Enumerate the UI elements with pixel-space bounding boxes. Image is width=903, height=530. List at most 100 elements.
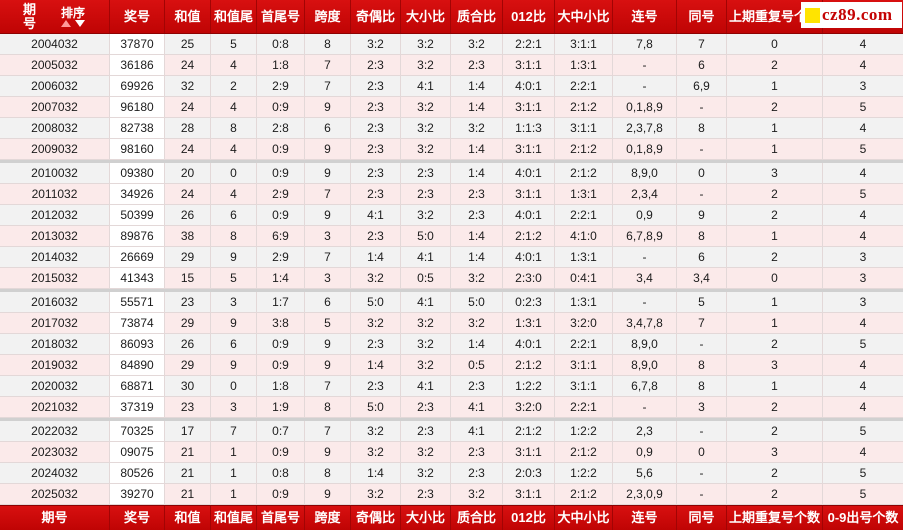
cell-prize-number: 37319 [110,397,165,418]
footer-sum-tail: 和值尾 [211,506,257,530]
cell-same-numbers: - [677,463,727,484]
footer-big-mid-small-ratio: 大中小比 [555,506,613,530]
cell-big-mid-small-ratio: 2:1:2 [555,97,613,118]
cell-sum-tail: 9 [211,313,257,334]
cell-odd-even-ratio: 1:4 [351,355,401,376]
cell-span: 7 [305,247,351,268]
cell-consecutive-numbers: - [613,247,677,268]
cell-span: 6 [305,292,351,313]
cell-sum-tail: 1 [211,484,257,505]
cell-big-mid-small-ratio: 1:3:1 [555,292,613,313]
cell-odd-even-ratio: 3:2 [351,268,401,289]
cell-first-last-number: 0:9 [257,97,305,118]
cell-sum-tail: 0 [211,376,257,397]
cell-sum-tail: 4 [211,97,257,118]
cell-prize-number: 37870 [110,34,165,55]
site-watermark-logo[interactable]: cz89.com [801,2,902,28]
cell-consecutive-numbers: 0,9 [613,442,677,463]
cell-big-mid-small-ratio: 2:1:2 [555,163,613,184]
cell-digit-appearance-count: 5 [823,184,903,205]
cell-prize-number: 86093 [110,334,165,355]
cell-first-last-number: 0:9 [257,484,305,505]
footer-digit-appearance-count: 0-9出号个数 [827,510,899,525]
cell-period: 2015032 [0,268,110,289]
cell-prize-number: 09075 [110,442,165,463]
cell-prev-repeat-count: 1 [727,313,823,334]
cell-big-small-ratio: 3:2 [401,463,451,484]
cell-odd-even-ratio: 4:1 [351,205,401,226]
cell-sum-tail: 2 [211,76,257,97]
cell-big-mid-small-ratio: 1:3:1 [555,184,613,205]
cell-prime-composite-ratio: 1:4 [451,226,503,247]
cell-big-mid-small-ratio: 3:1:1 [555,118,613,139]
cell-prime-composite-ratio: 2:3 [451,376,503,397]
cell-sum: 26 [165,205,211,226]
cell-012-ratio: 4:0:1 [503,205,555,226]
cell-consecutive-numbers: 8,9,0 [613,334,677,355]
cell-prime-composite-ratio: 3:2 [451,118,503,139]
footer-same-numbers: 同号 [677,506,727,530]
cell-digit-appearance-count: 4 [823,34,903,55]
table-row: 2013032 89876 38 8 6:9 3 2:3 5:0 1:4 2:1:2 4:1:0 6,… [0,226,903,247]
table-row: 2009032 98160 24 4 0:9 9 2:3 3:2 1:4 3:1:1 2:1:2 0,… [0,139,903,160]
cell-digit-appearance-count: 4 [823,442,903,463]
cell-digit-appearance-count: 4 [823,205,903,226]
cell-odd-even-ratio: 2:3 [351,334,401,355]
cell-odd-even-ratio: 5:0 [351,292,401,313]
cell-sum: 29 [165,355,211,376]
cell-sum: 20 [165,163,211,184]
cell-big-mid-small-ratio: 3:2:0 [555,313,613,334]
cell-odd-even-ratio: 2:3 [351,163,401,184]
cell-consecutive-numbers: 0,1,8,9 [613,139,677,160]
cell-first-last-number: 3:8 [257,313,305,334]
cell-odd-even-ratio: 2:3 [351,118,401,139]
cell-prize-number: 34926 [110,184,165,205]
cell-consecutive-numbers: 2,3,0,9 [613,484,677,505]
cell-prime-composite-ratio: 2:3 [451,205,503,226]
sort-asc-icon[interactable] [61,19,71,27]
header-big-mid-small-ratio: 大中小比 [555,0,613,33]
cell-big-small-ratio: 2:3 [401,163,451,184]
cell-prize-number: 80526 [110,463,165,484]
cell-digit-appearance-count: 3 [823,247,903,268]
cell-prize-number: 70325 [110,421,165,442]
cell-sum-tail: 8 [211,226,257,247]
cell-big-mid-small-ratio: 2:1:2 [555,442,613,463]
header-same-numbers: 同号 [677,0,727,33]
cell-012-ratio: 3:1:1 [503,442,555,463]
cell-digit-appearance-count: 5 [823,421,903,442]
cell-first-last-number: 0:8 [257,34,305,55]
cell-big-mid-small-ratio: 2:1:2 [555,484,613,505]
cell-same-numbers: 6 [677,247,727,268]
cell-consecutive-numbers: 3,4 [613,268,677,289]
sort-desc-icon[interactable] [75,19,85,27]
cell-sum: 23 [165,292,211,313]
cell-prev-repeat-count: 1 [727,118,823,139]
cell-same-numbers: - [677,184,727,205]
cell-prev-repeat-count: 2 [727,484,823,505]
cell-sum: 30 [165,376,211,397]
table-row: 2014032 26669 29 9 2:9 7 1:4 4:1 1:4 4:0:1 1:3:1-6… [0,247,903,268]
cell-big-small-ratio: 3:2 [401,55,451,76]
cell-odd-even-ratio: 2:3 [351,376,401,397]
cell-big-mid-small-ratio: 2:2:1 [555,205,613,226]
sort-control[interactable]: 排序 [59,7,87,27]
cell-big-small-ratio: 3:2 [401,139,451,160]
cell-span: 8 [305,463,351,484]
cell-consecutive-numbers: - [613,292,677,313]
cell-span: 6 [305,118,351,139]
cell-sum: 24 [165,184,211,205]
cell-012-ratio: 1:1:3 [503,118,555,139]
cell-digit-appearance-count: 3 [823,268,903,289]
cell-span: 8 [305,397,351,418]
cell-odd-even-ratio: 2:3 [351,184,401,205]
cell-consecutive-numbers: 7,8 [613,34,677,55]
cell-odd-even-ratio: 2:3 [351,97,401,118]
cell-sum-tail: 1 [211,442,257,463]
footer-first-last-number: 首尾号 [257,506,305,530]
cell-same-numbers: 7 [677,34,727,55]
cell-prime-composite-ratio: 4:1 [451,421,503,442]
table-body: 2004032 37870 25 5 0:8 8 3:2 3:2 3:2 2:2:1 3:1:1 7,… [0,34,903,505]
cell-big-small-ratio: 3:2 [401,205,451,226]
cell-digit-appearance-count: 4 [823,118,903,139]
